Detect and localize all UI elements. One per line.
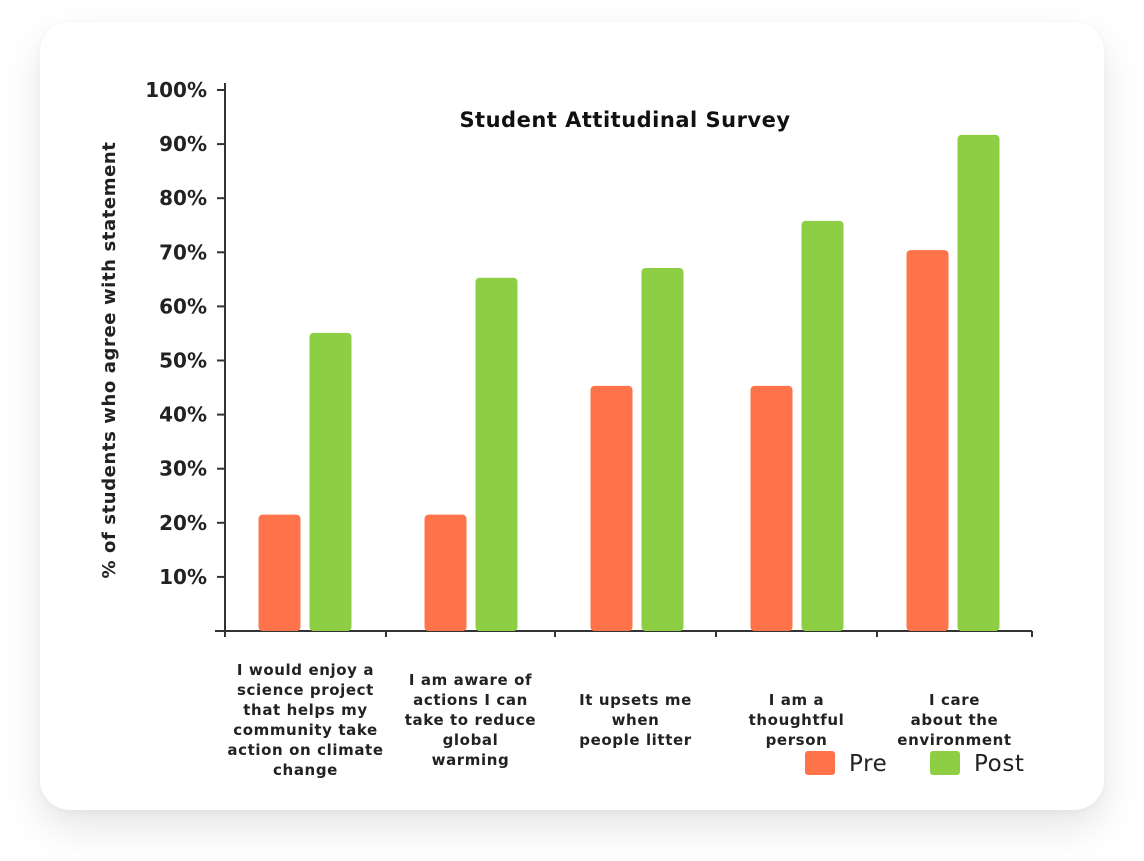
legend: Pre Post (805, 751, 1025, 777)
x-axis-ticks: I would enjoy a science project that helps… (227, 661, 1011, 779)
x-tick-label: I am aware of actions I can take to reduce… (405, 671, 536, 769)
y-tick-label: 90% (159, 132, 207, 156)
bar-pre (258, 514, 301, 631)
legend-swatch-pre (805, 751, 835, 775)
bar-post (957, 134, 1000, 631)
bar-post (801, 220, 844, 631)
bar-pre (906, 250, 949, 632)
y-tick-label: 40% (159, 403, 207, 427)
y-tick-label: 100% (145, 78, 207, 102)
y-tick-label: 70% (159, 240, 207, 264)
x-tick-label: I am a thoughtful person (749, 691, 845, 749)
y-tick-label: 80% (159, 186, 207, 210)
y-tick-label: 20% (159, 511, 207, 535)
x-tick-label: I would enjoy a science project that helps… (227, 661, 383, 779)
bar-pre (424, 514, 467, 631)
y-axis-label: % of students who agree with statement (99, 141, 120, 578)
legend-label-pre: Pre (849, 751, 887, 777)
bar-post (475, 277, 518, 631)
x-tick-label: I care about the environment (897, 691, 1011, 749)
y-axis-ticks: 10% 20% 30% 40% 50% 60% 70% 80% 90% 100% (145, 78, 225, 589)
x-tick-label: It upsets me when people litter (579, 691, 692, 749)
legend-swatch-post (930, 751, 960, 775)
y-tick-label: 50% (159, 349, 207, 373)
y-tick-label: 30% (159, 457, 207, 481)
bar-post (641, 267, 684, 631)
bars (258, 134, 1000, 632)
bar-pre (750, 385, 793, 631)
legend-label-post: Post (974, 751, 1025, 777)
y-tick-label: 60% (159, 294, 207, 318)
y-tick-label: 10% (159, 565, 207, 589)
bar-pre (590, 385, 633, 631)
bar-post (309, 332, 352, 631)
chart-title: Student Attitudinal Survey (459, 108, 790, 132)
